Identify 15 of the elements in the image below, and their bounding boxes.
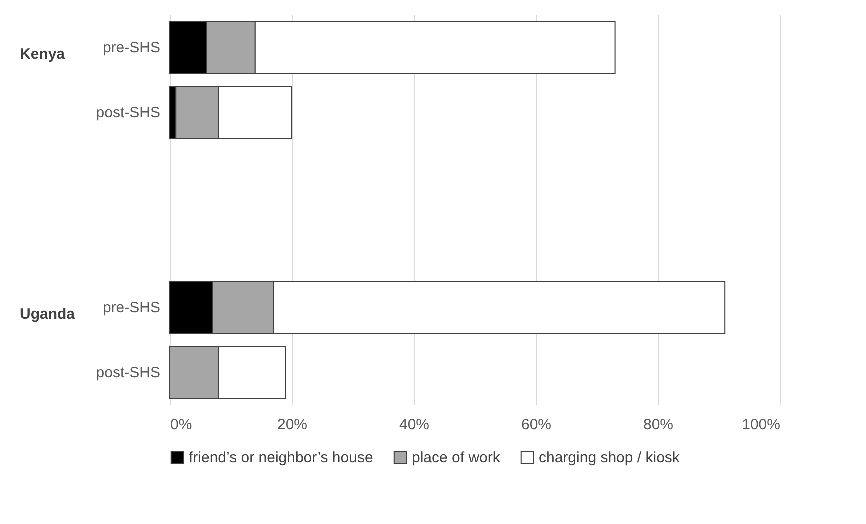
y-tick-label: post-SHS — [96, 364, 160, 382]
text: Uganda — [20, 306, 76, 323]
x-tick-label: 80% — [643, 416, 674, 434]
x-tick-label: 40% — [399, 416, 430, 434]
x-tick-label: 20% — [277, 416, 308, 434]
legend-label: friend’s or neighbor’s house — [189, 450, 374, 467]
x-tick-label: 100% — [742, 416, 780, 434]
text: Kenya — [20, 46, 66, 63]
legend-label: charging shop / kiosk — [539, 450, 680, 467]
y-tick-label: pre-SHS — [102, 300, 160, 316]
x-tick-label: 0% — [170, 416, 192, 434]
x-tick-label: 60% — [521, 416, 552, 434]
legend-label: place of work — [412, 450, 501, 467]
y-tick-label: pre-SHS — [102, 40, 160, 56]
y-tick-label: post-SHS — [96, 104, 160, 122]
